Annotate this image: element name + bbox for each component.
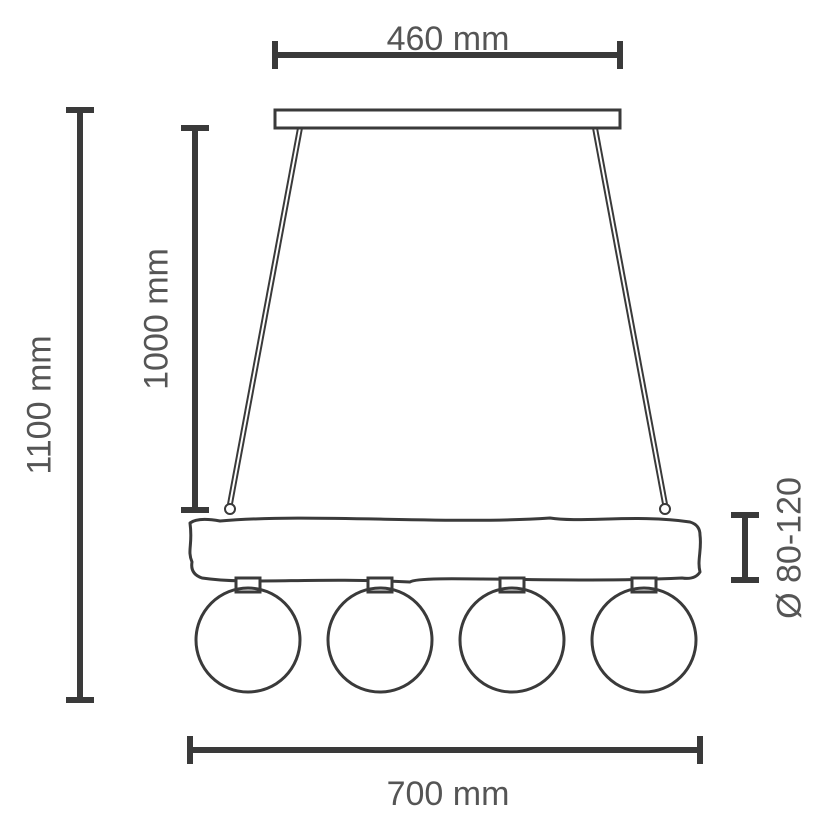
label-bottom-width: 700 mm <box>387 775 510 814</box>
label-top-width: 460 mm <box>387 20 510 59</box>
technical-drawing-svg <box>0 0 832 816</box>
label-left-height: 1100 mm <box>21 335 60 474</box>
label-inner-height: 1000 mm <box>138 248 177 390</box>
diagram-stage: 460 mm 700 mm 1100 mm 1000 mm Ø 80-120 <box>0 0 832 816</box>
label-beam-diameter: Ø 80-120 <box>771 477 810 619</box>
